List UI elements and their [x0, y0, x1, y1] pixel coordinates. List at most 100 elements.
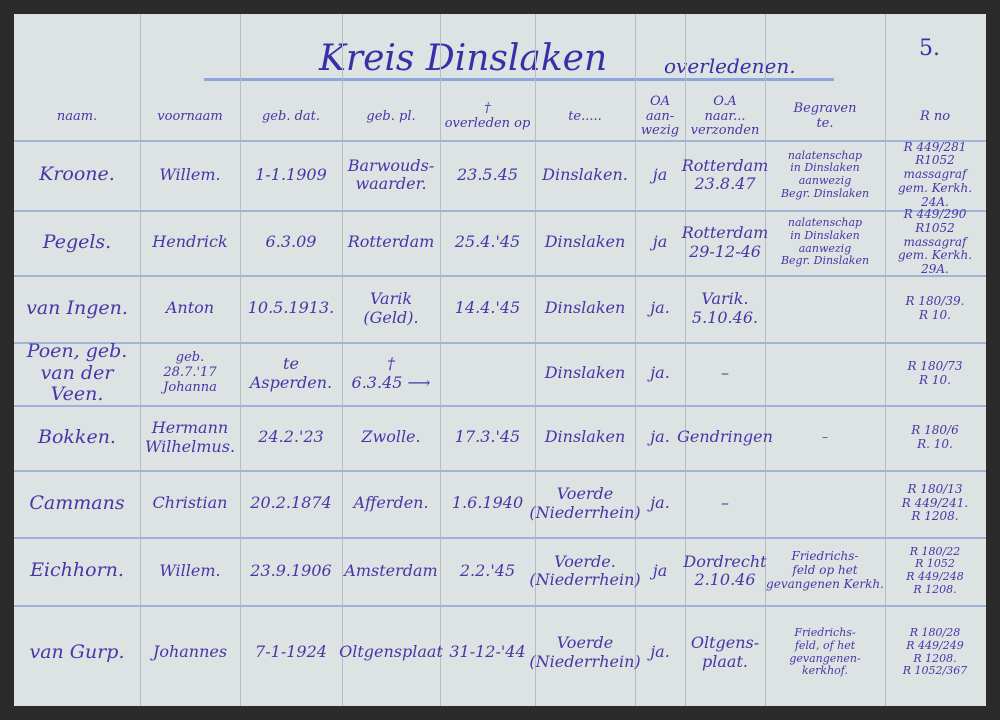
cell: 17.3.'45: [454, 427, 521, 447]
cell: Johannes: [152, 642, 228, 662]
column-header: te.....: [568, 108, 602, 124]
cell: Oltgensplaat: [339, 642, 443, 662]
cell: 7-1-1924: [255, 642, 327, 662]
cell: Dinslaken.: [542, 164, 628, 184]
cell: Dinslaken: [544, 298, 626, 318]
cell: Varik (Geld).: [363, 289, 419, 327]
cell: nalatenschap in Dinslaken aanwezig Begr.…: [780, 148, 870, 200]
cell: Kroone.: [39, 163, 115, 186]
cell: 10.5.1913.: [247, 298, 335, 318]
cell: R 449/281 R1052 massagraf gem. Kerkh. 24…: [897, 139, 973, 209]
cell: Afferden.: [353, 493, 429, 513]
cell: Friedrichs- feld op het gevangenen Kerkh…: [766, 549, 884, 591]
cell: R 180/22 R 1052 R 449/248 R 1208.: [906, 544, 964, 596]
cell: Barwouds- waarder.: [347, 155, 435, 193]
cell: 2.2.'45: [459, 560, 516, 580]
cell: Anton: [165, 298, 215, 318]
cell: ja.: [650, 493, 670, 513]
cell: 31-12-'44: [449, 642, 526, 662]
row-rule: [14, 140, 986, 142]
column-rule: [765, 14, 766, 706]
cell: Dinslaken: [544, 427, 626, 447]
cell: nalatenschap in Dinslaken aanwezig Begr.…: [780, 216, 870, 268]
cell: Amsterdam: [344, 560, 438, 580]
cell: R 180/39. R 10.: [905, 293, 965, 322]
column-header: geb. pl.: [366, 108, 416, 124]
cell: ja: [652, 560, 668, 580]
row-rule: [14, 342, 986, 344]
cell: ja.: [650, 642, 670, 662]
cell: 1.6.1940: [451, 493, 524, 513]
cell: Voerde (Niederrhein): [529, 633, 641, 671]
cell: 6.3.09: [265, 232, 317, 252]
cell: R 180/6 R. 10.: [911, 422, 959, 451]
cell: 23.5.45: [456, 164, 519, 184]
row-rule: [14, 605, 986, 607]
cell: 25.4.'45: [454, 232, 521, 252]
cell: Dinslaken: [544, 232, 626, 252]
column-rule: [885, 14, 886, 706]
cell: 23.9.1906: [250, 560, 332, 580]
cell: Varik. 5.10.46.: [691, 289, 759, 327]
cell: ja.: [650, 427, 670, 447]
cell: Rotterdam 29-12-46: [681, 223, 769, 261]
cell: te Asperden.: [249, 354, 333, 392]
cell: Dordrecht 2.10.46: [683, 551, 767, 589]
column-rule: [440, 14, 441, 706]
cell: Voerde (Niederrhein): [529, 484, 641, 522]
cell: ja.: [650, 298, 670, 318]
title-underline: [204, 78, 834, 81]
row-rule: [14, 405, 986, 407]
cell: Hermann Wilhelmus.: [144, 418, 236, 456]
column-header: † overleden op: [444, 101, 531, 131]
column-rule: [535, 14, 536, 706]
column-header: Begraven te.: [793, 101, 857, 131]
row-rule: [14, 275, 986, 277]
column-rule: [685, 14, 686, 706]
cell: ja.: [650, 363, 670, 383]
cell: Friedrichs- feld, of het gevangenen- ker…: [789, 626, 861, 678]
cell: Christian: [152, 493, 228, 513]
cell: R 449/290 R1052 massagraf gem. Kerkh. 29…: [897, 207, 973, 277]
cell: van Ingen.: [26, 296, 128, 319]
cell: –: [721, 493, 729, 513]
register-card: Kreis Dinslaken overledenen. 5. naam. voo…: [14, 14, 986, 706]
column-header: voornaam: [157, 108, 223, 124]
cell: Pegels.: [42, 230, 112, 253]
cell: –: [822, 429, 828, 444]
cell: Gendringen: [677, 427, 773, 447]
cell: Rotterdam: [347, 232, 435, 252]
cell: ja: [652, 232, 668, 252]
cell: Willem.: [159, 164, 221, 184]
cell: Rotterdam 23.8.47: [681, 155, 769, 193]
cell: 14.4.'45: [454, 298, 521, 318]
column-rule: [240, 14, 241, 706]
column-rule: [140, 14, 141, 706]
cell: Oltgens- plaat.: [690, 633, 760, 671]
cell: Willem.: [159, 560, 221, 580]
cell: Eichhorn.: [30, 559, 124, 582]
title: Kreis Dinslaken: [319, 38, 608, 79]
cell: 24.2.'23: [258, 427, 324, 447]
cell: R 180/28 R 449/249 R 1208. R 1052/367: [902, 626, 968, 678]
column-header: geb. dat.: [261, 108, 321, 124]
cell: Bokken.: [38, 425, 116, 448]
column-rule: [342, 14, 343, 706]
cell: 1-1.1909: [255, 164, 327, 184]
cell: R 180/73 R 10.: [907, 358, 963, 387]
column-header: naam.: [56, 108, 98, 124]
subtitle: overledenen.: [664, 54, 796, 78]
column-header: R no: [919, 108, 951, 124]
cell: Zwolle.: [361, 427, 421, 447]
column-header: O.A naar... verzonden: [690, 93, 760, 139]
cell: Poen, geb. van der Veen.: [26, 339, 128, 406]
column-header: OA aan- wezig: [640, 93, 680, 139]
cell: R 180/13 R 449/241. R 1208.: [901, 481, 969, 524]
cell: † 6.3.45 ⟶: [351, 354, 431, 392]
page-number: 5.: [919, 36, 940, 61]
column-rule: [635, 14, 636, 706]
cell: 20.2.1874: [250, 493, 332, 513]
cell: Hendrick: [152, 232, 228, 252]
cell: ja: [652, 164, 668, 184]
